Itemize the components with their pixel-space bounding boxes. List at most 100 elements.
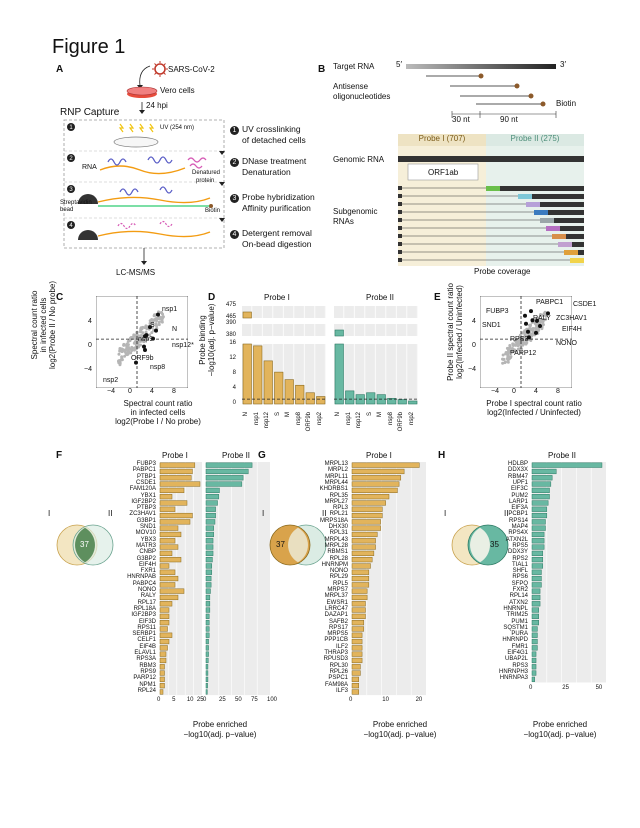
d-bar-1-6 (397, 399, 407, 405)
svgG-row-12: MRPL43 (324, 536, 348, 543)
svgH-row-10: MAP4 (511, 524, 528, 530)
svgG-row-24: DAZAP1 (324, 612, 348, 619)
venn-f-left: I (48, 509, 51, 518)
svgF-row-35: NPM1 (139, 681, 156, 688)
d-bar-1-1 (345, 390, 355, 405)
svgC-bg-point (134, 333, 138, 337)
svgF-bar-1-28 (205, 638, 209, 645)
biotin-icon (209, 204, 213, 208)
svgF-bar-1-23 (205, 607, 211, 613)
svgH-bar-0-9 (531, 519, 546, 525)
svgC-bg-point (134, 337, 138, 341)
svgF-bar-0-33 (159, 670, 165, 676)
svgH-row-29: FMR1 (511, 643, 528, 650)
svgG-bar-0-32 (351, 664, 361, 670)
svgF-bar-1-14 (205, 550, 214, 556)
svgH-row-26: SQSTM1 (503, 624, 528, 631)
d-xlabel-0-4: M (285, 412, 291, 417)
svgE-bg-point (516, 347, 520, 351)
svgH-row-16: TIAL1 (511, 561, 528, 568)
svgF-bar-0-34 (159, 676, 165, 682)
d-ytick-6: 8 (232, 370, 236, 376)
sgrna-body-2 (540, 202, 584, 207)
panel-e-label: E (434, 292, 441, 303)
sgrna-cap-8 (398, 250, 402, 254)
svgF-bar-1-3 (205, 481, 243, 487)
svgE-point-csde1 (546, 311, 550, 316)
d-xlabel-0-5: nsp8 (295, 412, 302, 426)
d-bar-1-5 (387, 398, 397, 405)
svg-text:3: 3 (69, 187, 73, 193)
svgH-bar-0-2 (531, 475, 553, 481)
svgF-row-17: FXR1 (140, 568, 156, 575)
svgF-xtick-0-0: 0 (157, 697, 161, 704)
svgH-row-27: PURA (511, 631, 528, 638)
svgC-bg-point (125, 353, 129, 357)
svgF-row-10: SND1 (139, 524, 156, 530)
svgG-bar-0-18 (351, 575, 370, 582)
bead-label: bead (60, 207, 74, 213)
e-label-csde1: CSDE1 (573, 301, 597, 308)
svgC-point-n (154, 328, 158, 333)
svgH-row-32: RPS3 (512, 662, 528, 669)
svgF-xtick-1-0: 0 (203, 697, 207, 704)
d-xlabel-1-0: N (335, 412, 341, 417)
sgrna-orf-6 (552, 234, 566, 239)
e-ytick-0: 4 (472, 318, 476, 325)
svgH-bar-0-0 (531, 462, 603, 468)
bar-chart-f (159, 462, 270, 696)
svgE-bg-point (541, 323, 545, 327)
panel-g-label: G (258, 450, 266, 461)
subgenomic-label-1: Subgenomic (333, 207, 378, 216)
svgG-row-27: MRPS5 (327, 631, 348, 638)
svgE-bg-point (531, 329, 535, 333)
svgF-xtick-1-2: 50 (235, 697, 242, 704)
svgH-bar-0-31 (531, 657, 537, 664)
denatured-protein-icon (187, 157, 207, 169)
svgH-row-33: HNRNPH3 (498, 668, 528, 675)
antisense-diagram (406, 64, 557, 118)
svgH-bar-0-34 (531, 676, 535, 682)
d-bar-1-0-low (334, 343, 344, 405)
svgH-bar-0-15 (531, 557, 544, 563)
svgE-point-eif4h (538, 324, 542, 328)
d-xlabel-0-3: S (274, 412, 281, 417)
svgF-bar-0-32 (159, 664, 165, 670)
svgE-bg-point (504, 352, 508, 356)
svgF-row-34: PARP12 (133, 675, 156, 682)
c-xtick-1: 0 (128, 388, 132, 395)
svgH-bar-0-3 (531, 481, 552, 487)
svgF-bar-0-22 (159, 601, 173, 607)
svgE-bg-point (501, 361, 505, 365)
panel-b-label: B (318, 64, 326, 75)
f-probe2-title: Probe II (222, 451, 251, 460)
svgF-bar-0-4 (159, 487, 185, 493)
svgC-bg-point (117, 352, 121, 356)
three-prime-label: 3′ (560, 60, 566, 69)
svgF-xtick-0-1: 5 (172, 697, 176, 704)
d-bar-0-2 (263, 360, 273, 405)
svgG-bar-0-21 (351, 594, 368, 601)
virus-label: SARS-CoV-2 (168, 65, 215, 74)
svgE-bg-point (536, 329, 540, 333)
svgF-bar-1-18 (205, 575, 212, 582)
orf1ab-box (407, 163, 479, 181)
svgE-point-nono (534, 330, 538, 335)
svgH-row-6: LARP1 (508, 498, 528, 505)
svgE-point-rps3 (526, 329, 530, 334)
svgF-bar-0-31 (159, 657, 167, 664)
d-xlabel-1-5: nsp8 (387, 412, 394, 426)
svgF-bar-1-4 (205, 487, 220, 493)
svgF-bar-1-6 (205, 500, 218, 506)
d-xlabel-1-4: M (377, 412, 383, 417)
sgrna-orf-0 (486, 186, 500, 191)
sgrna-body-4 (554, 218, 584, 223)
target-rna-label: Target RNA (333, 62, 375, 71)
svgH-bar-0-28 (531, 638, 538, 645)
svgF-row-11: MOV10 (135, 530, 156, 537)
svgF-bar-0-24 (159, 613, 170, 619)
f-xlabel: Probe enriched −log10(adj. p−value) (183, 720, 257, 739)
svgH-bar-0-21 (531, 594, 541, 601)
svgC-bg-point (160, 319, 164, 323)
streptavidin-label: Streptavidin (60, 200, 92, 206)
